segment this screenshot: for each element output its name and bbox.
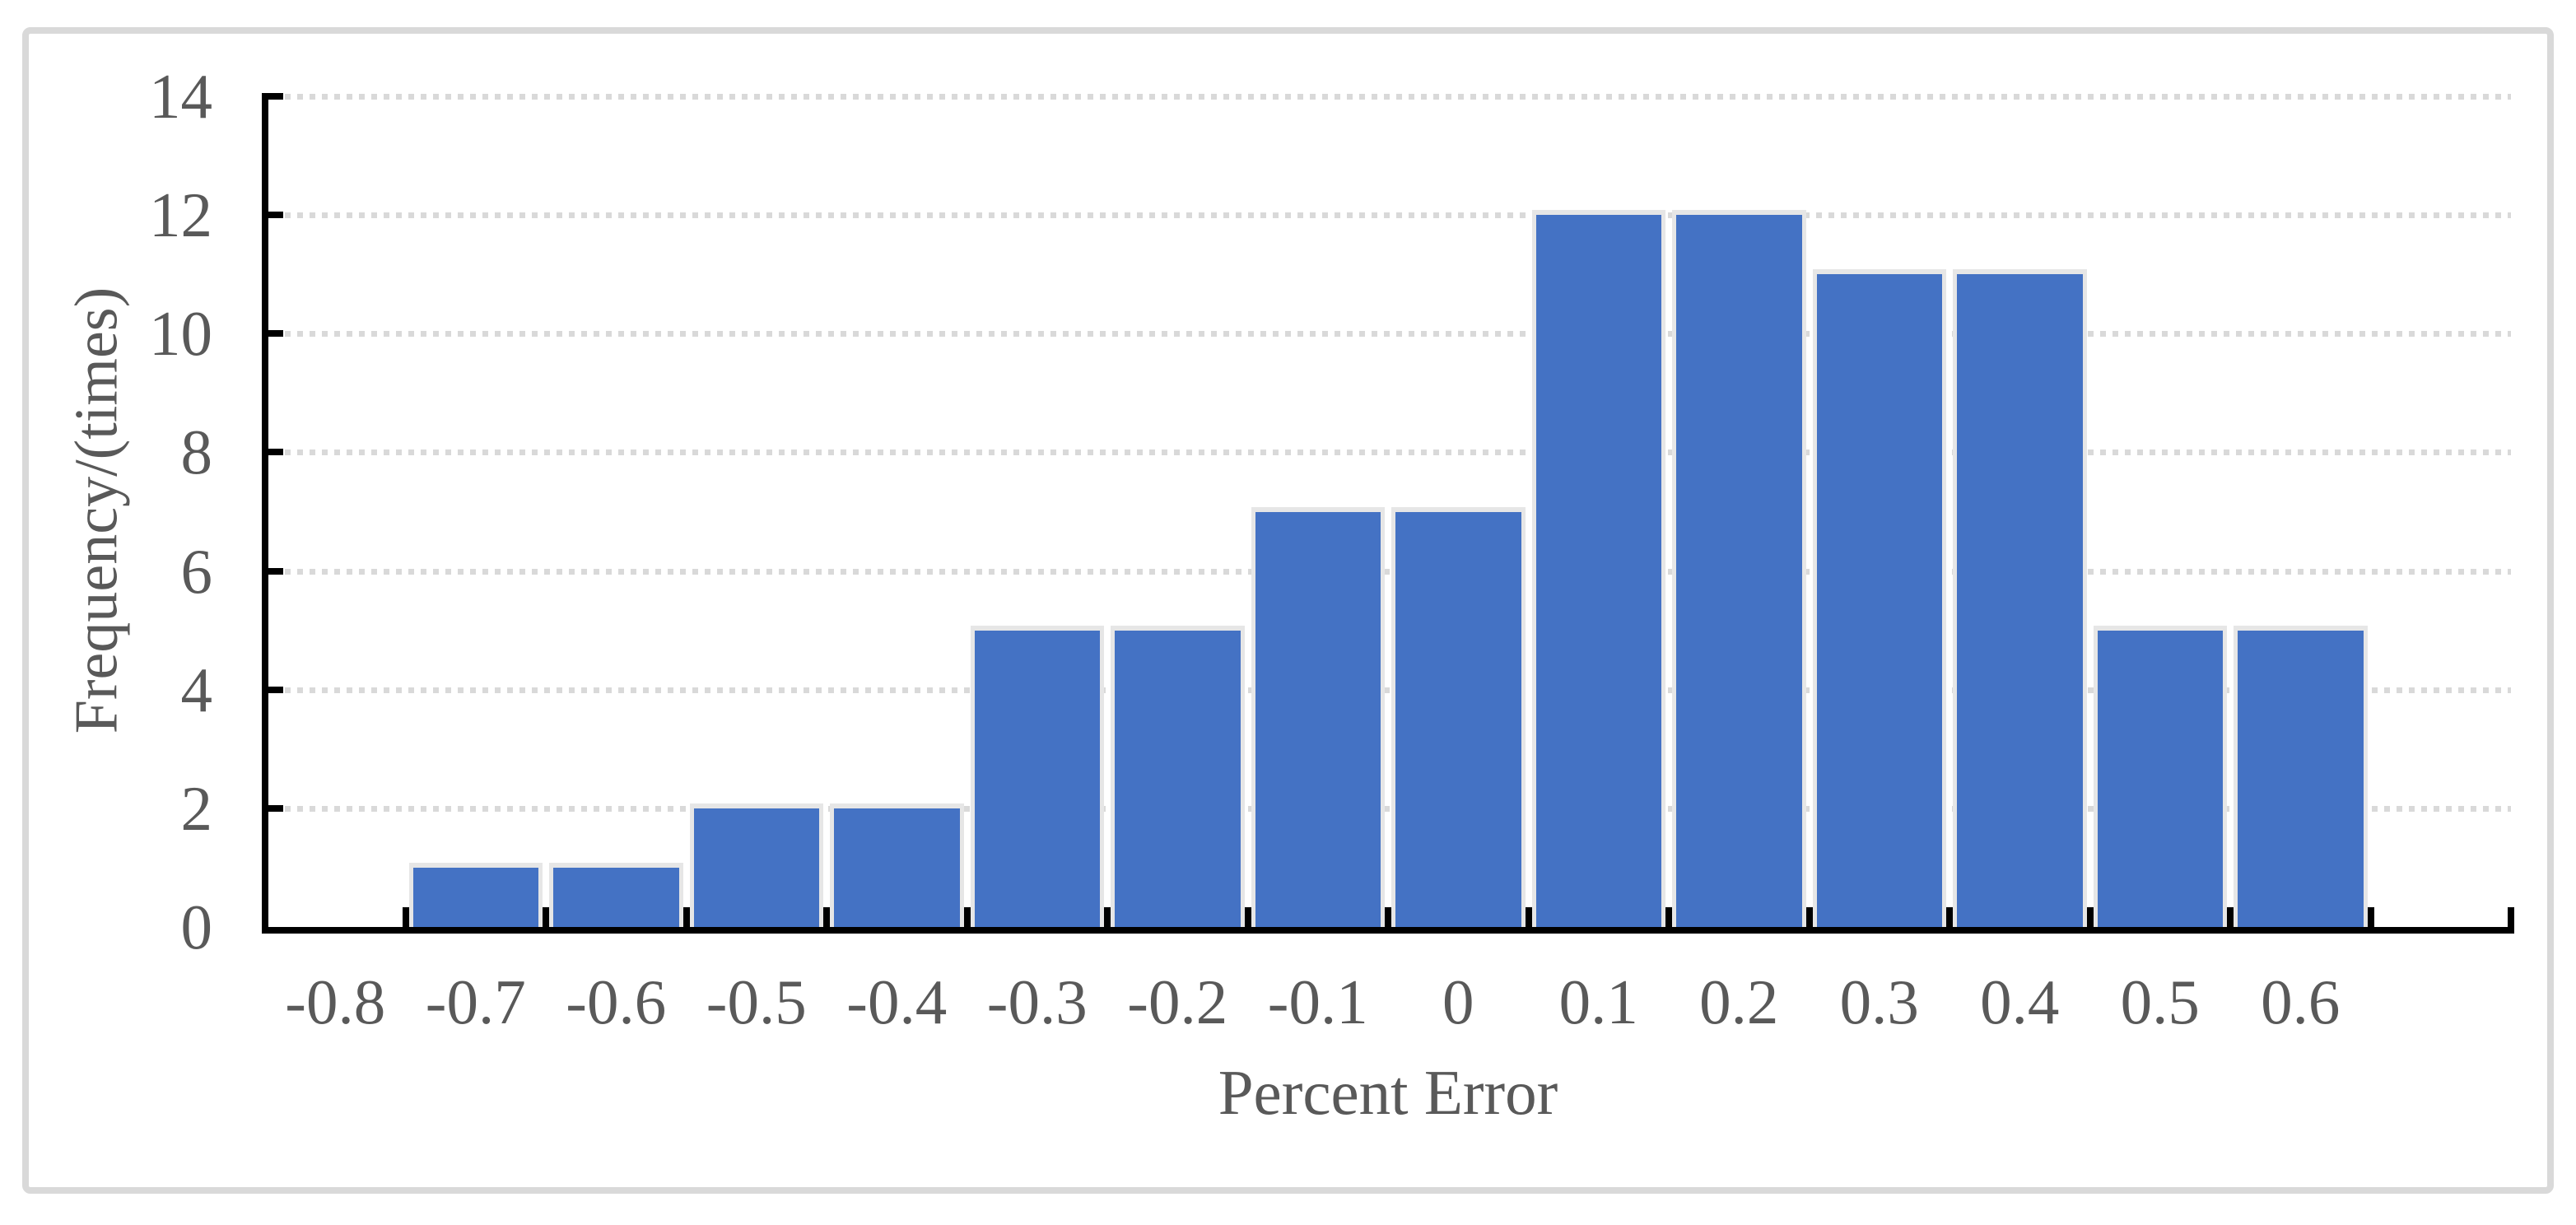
bar-0.3	[1812, 269, 1946, 927]
x-tick-label-0.2: 0.2	[1699, 966, 1779, 1037]
y-tick-8	[268, 449, 283, 456]
y-axis-line	[262, 93, 268, 933]
bar--0.5	[689, 803, 823, 927]
x-tick-label--0.6: -0.6	[566, 966, 667, 1037]
x-tick-8	[1385, 907, 1391, 927]
y-tick-6	[268, 567, 283, 575]
y-tick-label-6: 6	[180, 535, 213, 607]
y-tick-12	[268, 212, 283, 219]
gridline-y-8	[285, 449, 2511, 456]
x-tick-4	[823, 907, 830, 927]
gridline-y-14	[285, 94, 2511, 100]
x-tick-14	[2227, 907, 2234, 927]
y-tick-label-8: 8	[180, 417, 213, 488]
x-tick-label-0.1: 0.1	[1558, 966, 1638, 1037]
x-tick-2	[543, 907, 549, 927]
y-tick-label-12: 12	[149, 179, 212, 251]
bar--0.6	[549, 862, 683, 927]
x-tick-1	[402, 907, 409, 927]
y-tick-label-0: 0	[180, 892, 213, 962]
y-tick-4	[268, 686, 283, 693]
y-tick-label-10: 10	[149, 298, 212, 370]
x-tick-13	[2086, 907, 2094, 927]
x-tick-10	[1665, 907, 1672, 927]
x-tick-label--0.3: -0.3	[986, 966, 1088, 1037]
x-tick-11	[1805, 907, 1813, 927]
y-axis-title: Frequency/(times)	[63, 286, 131, 734]
bar-0.6	[2234, 625, 2368, 927]
gridline-y-12	[285, 212, 2511, 219]
x-tick-15	[2367, 907, 2374, 927]
x-tick-label--0.1: -0.1	[1267, 966, 1368, 1037]
y-tick-label-2: 2	[180, 772, 213, 844]
x-tick-9	[1525, 907, 1532, 927]
bar-0	[1391, 506, 1526, 927]
y-tick-label-4: 4	[180, 654, 213, 725]
x-tick-6	[1104, 907, 1111, 927]
bar--0.4	[830, 803, 964, 927]
y-tick-10	[268, 330, 283, 338]
bar--0.3	[970, 625, 1104, 927]
bar--0.1	[1251, 506, 1385, 927]
bar-0.4	[1953, 269, 2087, 927]
x-tick-label-0: 0	[1442, 966, 1474, 1037]
x-tick-label--0.2: -0.2	[1127, 966, 1228, 1037]
x-tick-7	[1244, 907, 1251, 927]
x-tick-3	[682, 907, 690, 927]
y-tick-14	[268, 93, 283, 100]
x-tick-12	[1946, 907, 1953, 927]
bar-0.2	[1672, 210, 1806, 927]
bar-0.5	[2093, 625, 2227, 927]
x-tick-label--0.4: -0.4	[846, 966, 948, 1037]
y-tick-2	[268, 804, 283, 812]
x-tick-label--0.7: -0.7	[425, 966, 526, 1037]
bar-0.1	[1531, 210, 1665, 927]
chart-border	[22, 27, 2554, 1194]
bar--0.7	[408, 862, 543, 927]
gridline-y-10	[285, 331, 2511, 338]
x-tick-16	[2508, 907, 2514, 927]
x-tick-label--0.8: -0.8	[285, 966, 386, 1037]
x-tick-label-0.5: 0.5	[2120, 966, 2200, 1037]
bar--0.2	[1111, 625, 1245, 927]
x-tick-5	[963, 907, 971, 927]
x-tick-label-0.4: 0.4	[1980, 966, 2060, 1037]
y-tick-label-14: 14	[149, 61, 212, 132]
x-tick-label-0.6: 0.6	[2261, 966, 2341, 1037]
x-tick-label--0.5: -0.5	[706, 966, 807, 1037]
x-tick-label-0.3: 0.3	[1839, 966, 1919, 1037]
x-axis-line	[262, 927, 2514, 934]
x-axis-title: Percent Error	[1218, 1057, 1558, 1128]
